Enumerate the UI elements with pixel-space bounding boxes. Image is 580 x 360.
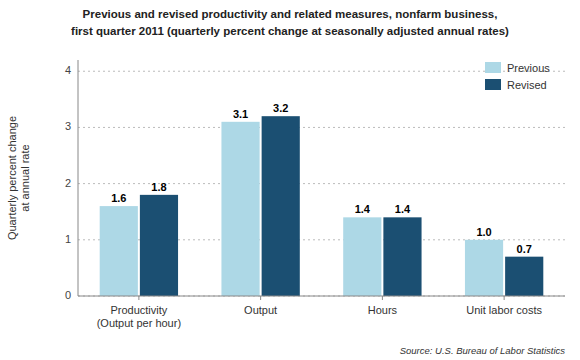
bar xyxy=(140,195,178,296)
data-labels: 1.6 3.1 1.4 1.0 1.8 3.2 1.4 0.7 xyxy=(111,102,532,254)
tick-label: Unit labor costs xyxy=(466,304,542,316)
tick xyxy=(382,296,383,300)
data-label: 3.1 xyxy=(233,108,248,120)
tick-label: 0 xyxy=(65,289,71,301)
tick-label: 1 xyxy=(65,233,71,245)
legend-label: Revised xyxy=(507,79,547,91)
tick xyxy=(138,296,139,300)
source: Source: U.S. Bureau of Labor Statistics xyxy=(400,345,566,356)
tick xyxy=(260,296,261,300)
tick-label: 2 xyxy=(65,177,71,189)
tick-label: 4 xyxy=(65,64,71,76)
data-label: 0.7 xyxy=(517,243,532,255)
data-label: 1.6 xyxy=(111,192,126,204)
data-label: 1.4 xyxy=(395,203,411,215)
grid-line xyxy=(78,296,565,297)
title: Previous and revised productivity and re… xyxy=(83,8,498,20)
axis-label: Quarterly percent changeat annual rate xyxy=(6,116,31,240)
bar xyxy=(100,206,138,296)
tick-label: Output xyxy=(244,304,277,316)
bar xyxy=(343,217,381,296)
y-axis-line xyxy=(78,60,79,296)
tick xyxy=(504,296,505,300)
bar xyxy=(465,240,503,296)
data-label: 3.2 xyxy=(273,102,288,114)
x-axis: Productivity(Output per hour) Output Hours… xyxy=(97,296,543,329)
subtitle: first quarter 2011 (quarterly percent ch… xyxy=(71,25,509,37)
data-label: 1.4 xyxy=(355,203,371,215)
data-label: 1.8 xyxy=(151,181,166,193)
legend: Previous Revised xyxy=(485,62,550,91)
bar xyxy=(383,217,421,296)
y-axis: 0 1 2 3 4 xyxy=(65,64,565,301)
legend-label: Previous xyxy=(507,62,550,74)
legend-swatch xyxy=(485,62,501,73)
bar xyxy=(221,122,259,296)
tick-label: 3 xyxy=(65,120,71,132)
bar xyxy=(262,116,300,296)
background xyxy=(0,0,580,360)
chart: Previous and revised productivity and re… xyxy=(0,0,580,360)
x-axis-line xyxy=(78,296,565,297)
bar xyxy=(505,257,543,296)
bars xyxy=(100,116,544,296)
grid-line xyxy=(78,127,565,128)
data-label: 1.0 xyxy=(476,226,491,238)
tick-label: Hours xyxy=(368,304,398,316)
legend-swatch xyxy=(485,79,501,90)
tick-label: Productivity(Output per hour) xyxy=(97,304,181,329)
